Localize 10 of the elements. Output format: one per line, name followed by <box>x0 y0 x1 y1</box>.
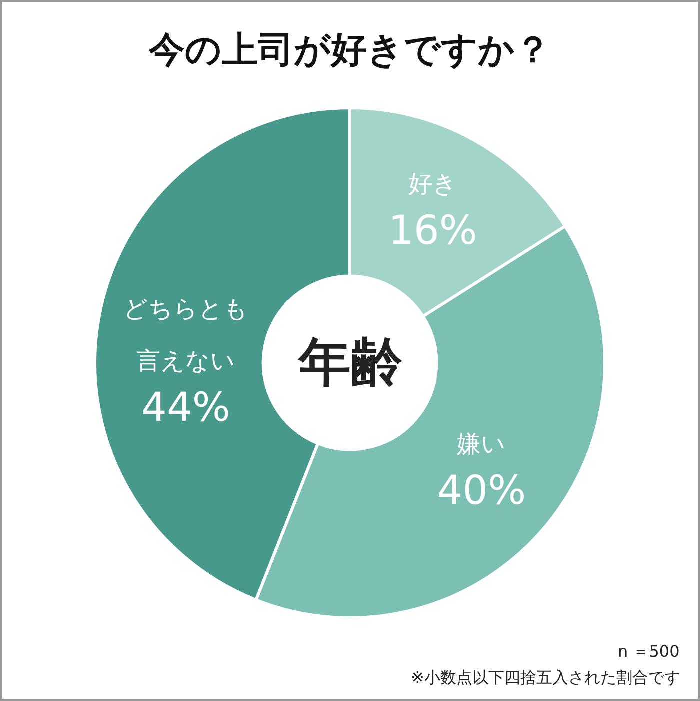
text: ※小数点以下四捨五入された割合です <box>411 668 680 687</box>
slice-label: 嫌い <box>457 430 506 458</box>
text: n ＝500 <box>618 642 680 661</box>
text: 年齢 <box>297 333 403 393</box>
slice-label: 好き <box>408 170 458 198</box>
data-label: 16% <box>388 208 478 254</box>
chart-title: 今の上司が好きですか？ <box>148 30 551 72</box>
slice-label: どちらとも言えない <box>123 295 248 375</box>
data-label: 40% <box>437 468 526 514</box>
data-label: 44% <box>141 385 230 431</box>
